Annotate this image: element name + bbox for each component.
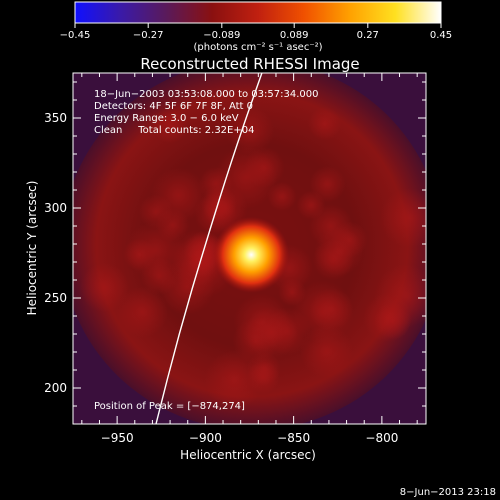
emission-blob [278, 278, 307, 307]
emission-blob [374, 302, 412, 340]
colorbar-unit-label: (photons cm⁻² s⁻¹ asec⁻²) [193, 42, 322, 53]
emission-blob [116, 286, 169, 338]
x-tick-label: −900 [189, 431, 222, 445]
colorbar-tick-label: 0.45 [430, 30, 452, 41]
emission-blob [309, 287, 353, 331]
plot-frame [72, 72, 427, 425]
emission-blob [296, 190, 326, 220]
emission-peak [213, 216, 290, 293]
emission-blob [204, 350, 264, 410]
peak-position-label: Position of Peak = [−874,274] [94, 401, 245, 412]
emission-blob [267, 181, 297, 212]
y-tick-label: 350 [44, 111, 67, 125]
info-line-energy: Energy Range: 3.0 − 6.0 keV [94, 113, 239, 124]
emission-blob [299, 324, 354, 378]
solar-limb-line [155, 73, 263, 424]
colorbar-tick-label: −0.45 [60, 30, 91, 41]
x-tick-label: −800 [365, 431, 398, 445]
y-tick-label: 300 [44, 201, 67, 215]
colorbar-ticks: −0.45 −0.27 −0.089 0.089 0.27 0.45 [60, 23, 452, 41]
colorbar-tick-label: 0.089 [280, 30, 309, 41]
emission-blob [308, 107, 342, 141]
colorbar-tick-label: −0.27 [133, 30, 164, 41]
y-tick-label: 250 [44, 291, 67, 305]
y-axis-label: Heliocentric Y (arcsec) [25, 181, 39, 316]
x-tick-label: −850 [277, 431, 310, 445]
emission-blob [79, 262, 129, 313]
info-line-counts: Clean Total counts: 2.32E+04 [94, 125, 254, 136]
emission-blob [233, 293, 290, 351]
emission-blob [214, 146, 278, 209]
colorbar-tick-label: −0.089 [203, 30, 240, 41]
emission-blob [140, 257, 179, 295]
info-line-detectors: Detectors: 4F 5F 6F 7F 8F, Att 0 [94, 101, 253, 112]
y-tick-label: 200 [44, 381, 67, 395]
footer-date: 8−Jun−2013 23:18 [400, 487, 496, 498]
emission-blob [150, 167, 207, 223]
chart-title: Reconstructed RHESSI Image [140, 55, 359, 73]
info-line-time: 18−Jun−2003 03:53:08.000 to 03:57:34.000 [94, 89, 319, 100]
colorbar [74, 1, 442, 24]
axis-ticks: −950 −900 −850 −800 200 250 300 350 [44, 73, 426, 445]
emission-blob [314, 227, 364, 277]
emission-blob [152, 107, 189, 144]
plot-image [73, 73, 426, 424]
x-tick-label: −950 [101, 431, 134, 445]
emission-blob [379, 188, 426, 248]
x-axis-label: Heliocentric X (arcsec) [180, 448, 316, 462]
colorbar-tick-label: 0.27 [357, 30, 379, 41]
